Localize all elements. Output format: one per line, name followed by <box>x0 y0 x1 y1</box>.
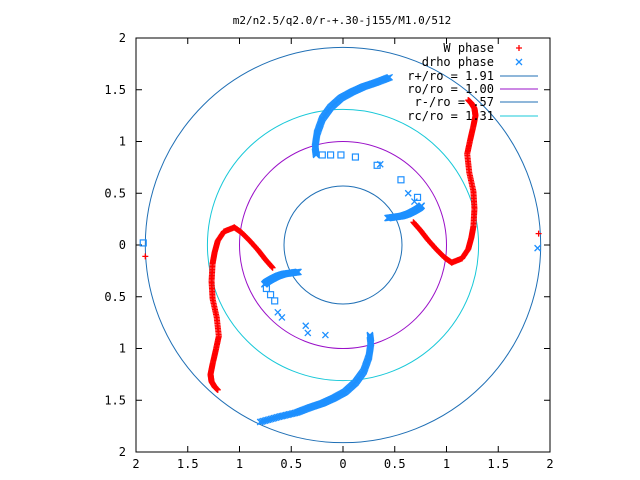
legend: W phase drho phase r+/ro = 1.91 ro/ro = … <box>407 41 538 123</box>
y-tick-label: 2 <box>119 445 126 459</box>
data-point <box>274 308 282 316</box>
data-point-square <box>326 151 335 159</box>
x-tick-label: 0 <box>339 457 346 471</box>
data-point <box>376 160 384 168</box>
data-point-square <box>373 161 381 169</box>
data-points <box>139 73 542 426</box>
x-tick-label: 0.5 <box>280 457 302 471</box>
data-point <box>304 329 312 337</box>
x-tick-label: 2 <box>546 457 553 471</box>
y-tick-label: 1.5 <box>104 83 126 97</box>
data-point-square <box>413 193 422 201</box>
data-point <box>302 322 310 330</box>
x-tick-label: 2 <box>132 457 139 471</box>
data-point <box>410 198 418 205</box>
reference-circle-0 <box>144 46 542 444</box>
data-point-outlier <box>534 244 542 252</box>
data-point <box>258 418 266 426</box>
legend-sample-drho-phase <box>515 58 523 66</box>
x-tick-label: 1.5 <box>487 457 509 471</box>
y-tick-label: 1 <box>119 342 126 356</box>
x-tick-label: 1.5 <box>177 457 199 471</box>
legend-label-r-plus: r+/ro = 1.91 <box>407 69 494 83</box>
legend-sample-w-phase <box>516 45 522 51</box>
y-tick-label: 2 <box>119 31 126 45</box>
data-point-square <box>318 151 326 159</box>
data-point <box>256 418 264 426</box>
data-point-square <box>262 284 271 293</box>
data-point <box>269 264 276 271</box>
y-tick-label: 0 <box>119 238 126 252</box>
chart-title: m2/n2.5/q2.0/r-+.30-j155/M1.0/512 <box>233 14 452 27</box>
x-tick-label: 1 <box>236 457 243 471</box>
data-point-square <box>139 239 147 247</box>
data-point <box>404 189 412 197</box>
reference-circle-3 <box>206 108 480 382</box>
legend-label-drho-phase: drho phase <box>422 55 494 69</box>
legend-label-rc: rc/ro = 1.31 <box>407 109 494 123</box>
data-point <box>410 219 417 226</box>
data-point-square <box>271 297 279 305</box>
series-0 <box>142 97 542 393</box>
data-point-outlier <box>535 230 542 237</box>
x-tick-label: 1 <box>443 457 450 471</box>
reference-circles <box>144 46 542 444</box>
legend-label-r-minus: r-/ro = .57 <box>415 95 494 109</box>
data-point <box>260 280 268 288</box>
y-tick-label: 1.5 <box>104 393 126 407</box>
legend-label-w-phase: W phase <box>443 41 494 55</box>
legend-label-ro: ro/ro = 1.00 <box>407 82 494 96</box>
data-point <box>214 386 221 393</box>
data-point <box>386 73 394 81</box>
reference-circle-2 <box>283 185 403 305</box>
series-1 <box>139 73 542 426</box>
data-point <box>465 97 472 104</box>
data-point-square <box>266 291 275 299</box>
data-point-square <box>337 151 345 159</box>
data-point <box>278 313 286 321</box>
y-tick-label: 0.5 <box>104 186 126 200</box>
data-point-square <box>397 176 405 184</box>
data-point <box>418 202 426 210</box>
axis-ticks: 2 1.5 1 0.5 0 0.5 1 1.5 221.510.500.511.52 <box>104 31 553 471</box>
reference-circle-1 <box>239 141 447 349</box>
x-tick-label: 0.5 <box>384 457 406 471</box>
y-tick-label: 0.5 <box>104 290 126 304</box>
data-point-outlier <box>142 253 149 260</box>
legend-samples <box>500 45 538 117</box>
data-point <box>321 331 329 339</box>
data-point-square <box>351 153 360 161</box>
y-tick-label: 1 <box>119 135 126 149</box>
